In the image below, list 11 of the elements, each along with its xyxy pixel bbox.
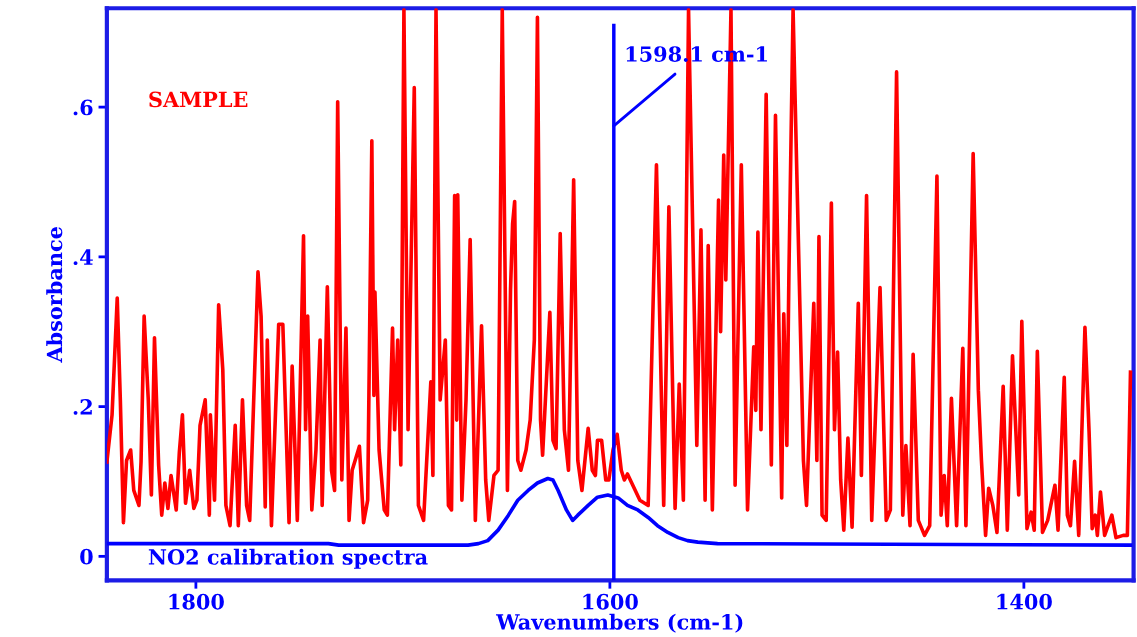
x-axis-title: Wavenumbers (cm-1) (495, 613, 743, 633)
series-label: NO2 calibration spectra (148, 548, 428, 569)
y-axis-title: Absorbance (46, 227, 63, 363)
x-tick-label: 1400 (997, 593, 1052, 610)
y-tick-label: .4 (73, 249, 93, 266)
x-tick-label: 1600 (583, 593, 638, 610)
y-tick-label: 0 (80, 548, 93, 565)
y-tick-label: .6 (73, 99, 93, 116)
x-tick-label: 1800 (169, 593, 224, 610)
text: SAMPLE (149, 91, 248, 108)
y-tick-label: .2 (73, 399, 92, 415)
